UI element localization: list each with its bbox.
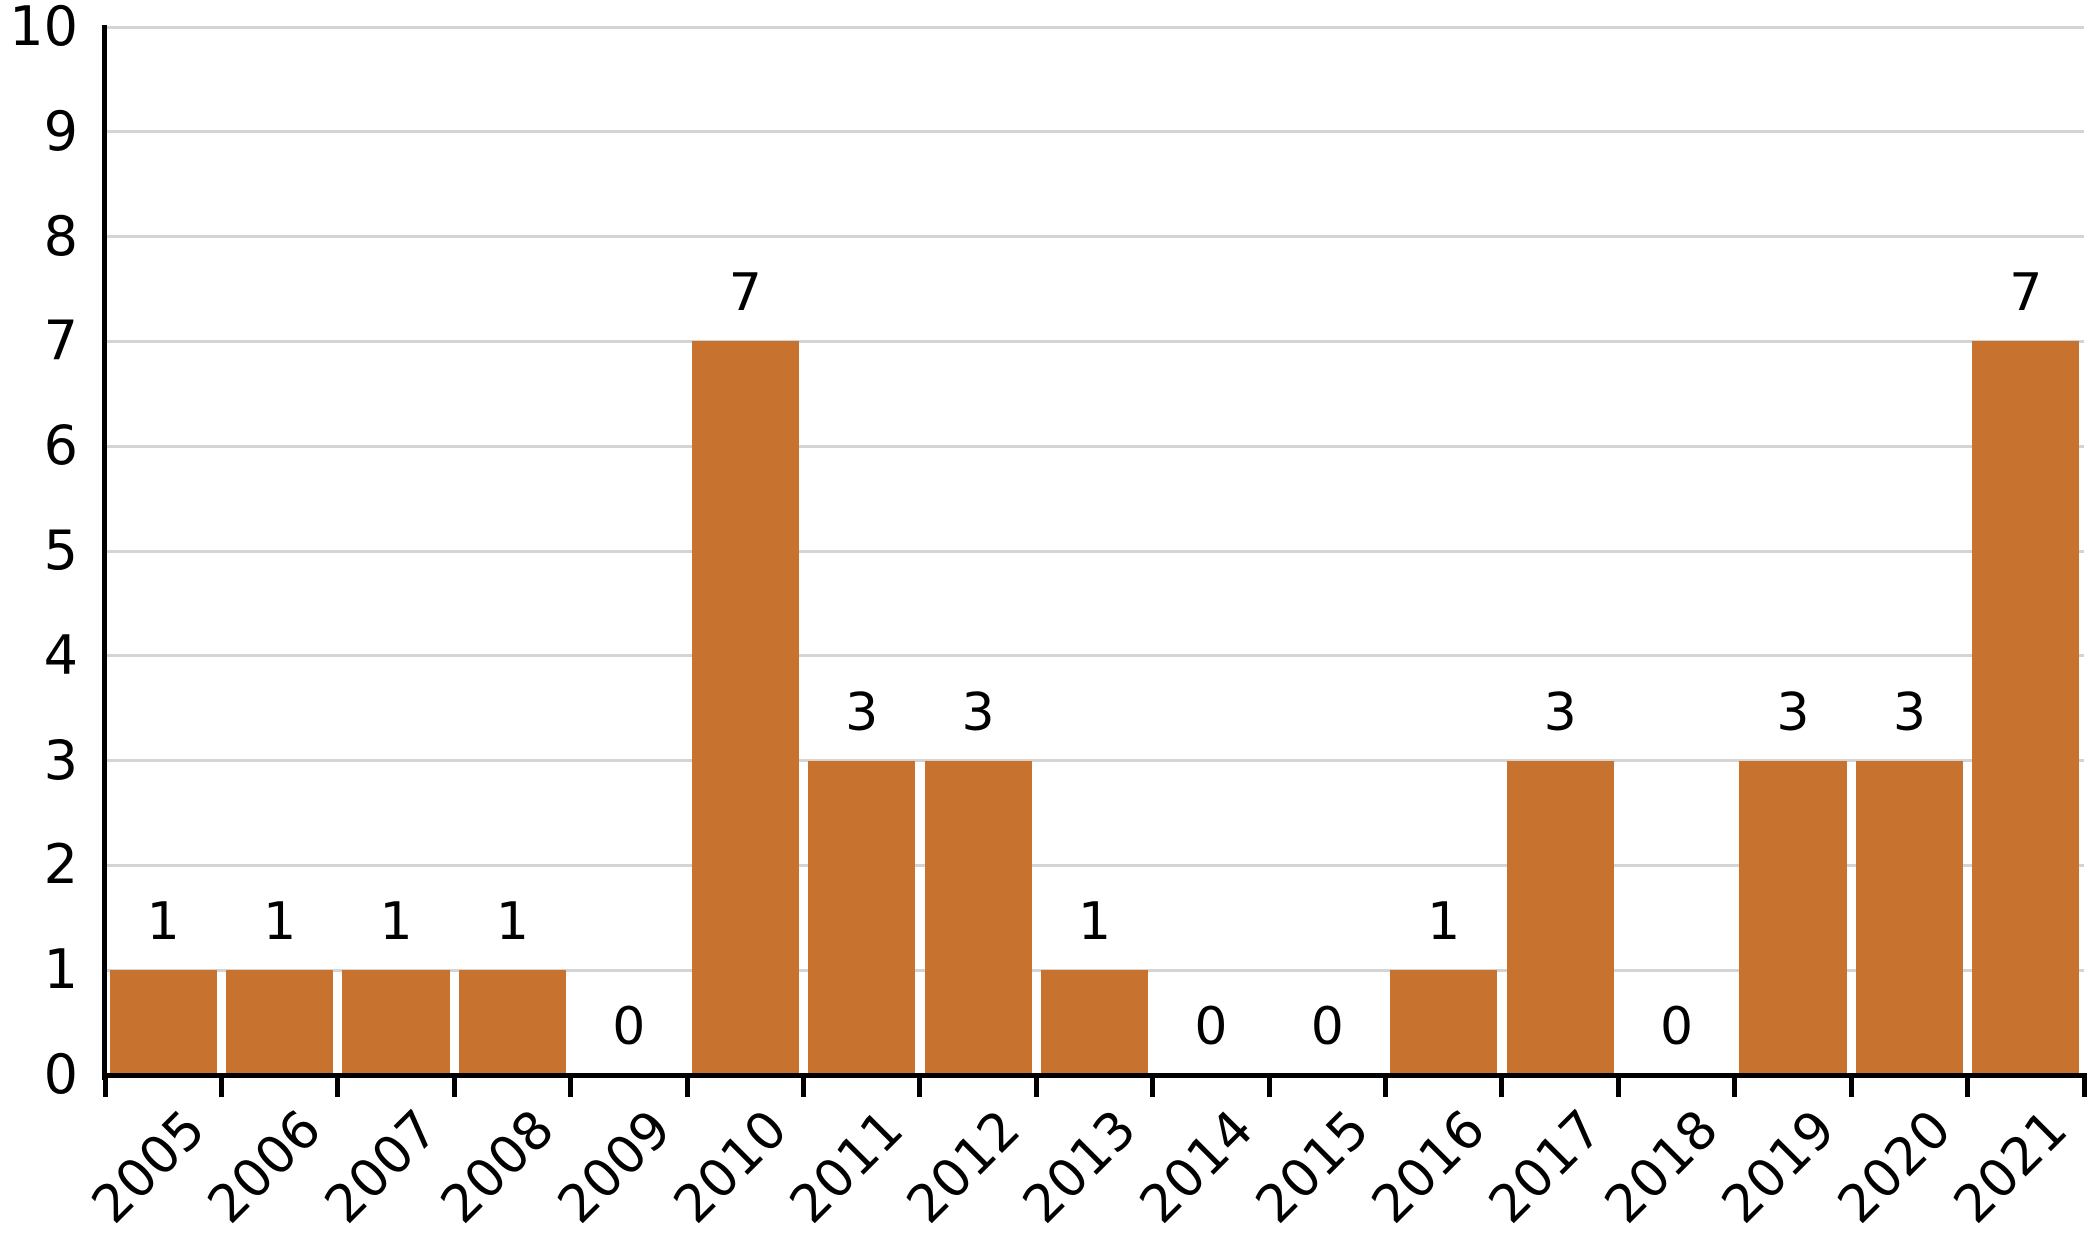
y-axis-tick-label-5: 5 — [43, 519, 78, 582]
y-axis-tick-label-4: 4 — [43, 623, 78, 687]
data-label-2007: 1 — [379, 892, 413, 953]
x-axis-tick — [800, 1073, 806, 1097]
data-label-2005: 1 — [146, 892, 180, 953]
x-axis-tick — [1033, 1073, 1039, 1097]
gridline-y-3 — [105, 759, 2084, 763]
x-axis-tick-label-2014: 2014 — [1128, 1099, 1265, 1233]
x-axis-tick — [1499, 1073, 1505, 1097]
bar-2010 — [691, 341, 799, 1075]
bar-2006 — [226, 970, 334, 1075]
gridline-y-7 — [105, 339, 2084, 343]
gridline-y-10 — [105, 25, 2084, 29]
y-axis-tick-label-3: 3 — [43, 728, 78, 792]
bar-2016 — [1390, 970, 1498, 1075]
x-axis-tick-label-2018: 2018 — [1594, 1099, 1731, 1233]
x-axis-line — [102, 1073, 2087, 1078]
gridline-y-6 — [105, 444, 2084, 448]
y-axis-tick-label-6: 6 — [43, 414, 78, 478]
x-axis-tick-label-2019: 2019 — [1710, 1099, 1847, 1233]
x-axis-tick — [1965, 1073, 1971, 1097]
gridline-y-5 — [105, 549, 2084, 553]
gridline-y-9 — [105, 130, 2084, 134]
bar-2007 — [342, 970, 450, 1075]
x-axis-tick — [684, 1073, 690, 1097]
y-axis-tick-label-8: 8 — [43, 204, 78, 268]
y-axis-tick-label-0: 0 — [43, 1043, 78, 1106]
x-axis-tick-label-2020: 2020 — [1826, 1099, 1963, 1233]
data-label-2017: 3 — [1543, 682, 1577, 743]
data-label-2016: 1 — [1427, 892, 1461, 953]
bar-2008 — [458, 970, 566, 1075]
x-axis-tick — [1848, 1073, 1854, 1097]
x-axis-tick-label-2017: 2017 — [1477, 1099, 1614, 1233]
data-label-2012: 3 — [961, 682, 995, 743]
y-axis-tick-label-10: 10 — [9, 0, 78, 58]
x-axis-tick-label-2008: 2008 — [430, 1099, 567, 1233]
bar-2013 — [1040, 970, 1149, 1075]
x-axis-tick-label-2015: 2015 — [1244, 1099, 1381, 1233]
data-label-2011: 3 — [845, 682, 879, 743]
x-axis-tick-label-2021: 2021 — [1943, 1099, 2080, 1233]
bar-2021 — [1972, 341, 2080, 1075]
x-axis-tick — [451, 1073, 457, 1097]
gridline-y-4 — [105, 654, 2084, 658]
y-axis-tick-label-9: 9 — [43, 99, 78, 163]
x-axis-tick — [102, 1073, 108, 1097]
bar-2011 — [808, 760, 916, 1075]
x-axis-tick — [1150, 1073, 1156, 1097]
x-axis-tick-label-2009: 2009 — [546, 1099, 683, 1233]
x-axis-tick — [2081, 1073, 2087, 1097]
x-axis-tick — [1383, 1073, 1389, 1097]
data-label-2010: 7 — [728, 263, 762, 324]
x-axis-tick — [218, 1073, 224, 1097]
x-axis-tick-label-2005: 2005 — [80, 1099, 217, 1233]
x-axis-tick — [1615, 1073, 1621, 1097]
x-axis-tick — [917, 1073, 923, 1097]
x-axis-tick — [1266, 1073, 1272, 1097]
data-label-2015: 0 — [1310, 997, 1344, 1057]
bar-2019 — [1739, 760, 1847, 1075]
bar-2020 — [1855, 760, 1963, 1075]
data-label-2013: 1 — [1077, 892, 1112, 953]
x-axis-tick-label-2007: 2007 — [313, 1099, 450, 1233]
x-axis-tick-label-2012: 2012 — [895, 1099, 1032, 1233]
x-axis-tick-label-2016: 2016 — [1361, 1099, 1498, 1233]
y-axis-tick-label-7: 7 — [43, 309, 78, 373]
x-axis-tick-label-2013: 2013 — [1012, 1099, 1149, 1233]
gridline-y-8 — [105, 235, 2084, 239]
data-label-2020: 3 — [1892, 682, 1926, 743]
data-label-2014: 0 — [1194, 997, 1228, 1057]
x-axis-tick — [1732, 1073, 1738, 1097]
x-axis-tick-label-2010: 2010 — [662, 1099, 799, 1233]
y-axis-line — [102, 25, 107, 1080]
data-label-2021: 7 — [2009, 263, 2043, 324]
data-label-2009: 0 — [612, 997, 646, 1057]
data-label-2018: 0 — [1660, 997, 1694, 1057]
data-label-2019: 3 — [1776, 682, 1810, 743]
x-axis-tick-label-2011: 2011 — [779, 1099, 916, 1233]
y-axis-tick-label-2: 2 — [43, 833, 78, 897]
gridline-y-2 — [105, 863, 2084, 867]
y-axis-tick-label-1: 1 — [43, 938, 78, 1002]
bar-2012 — [924, 760, 1032, 1075]
x-axis-tick-label-2006: 2006 — [197, 1099, 334, 1233]
data-label-2006: 1 — [263, 892, 297, 953]
data-label-2008: 1 — [495, 892, 529, 953]
x-axis-tick — [568, 1073, 574, 1097]
x-axis-tick — [335, 1073, 341, 1097]
bar-2005 — [109, 970, 217, 1075]
bar-2017 — [1506, 760, 1614, 1075]
